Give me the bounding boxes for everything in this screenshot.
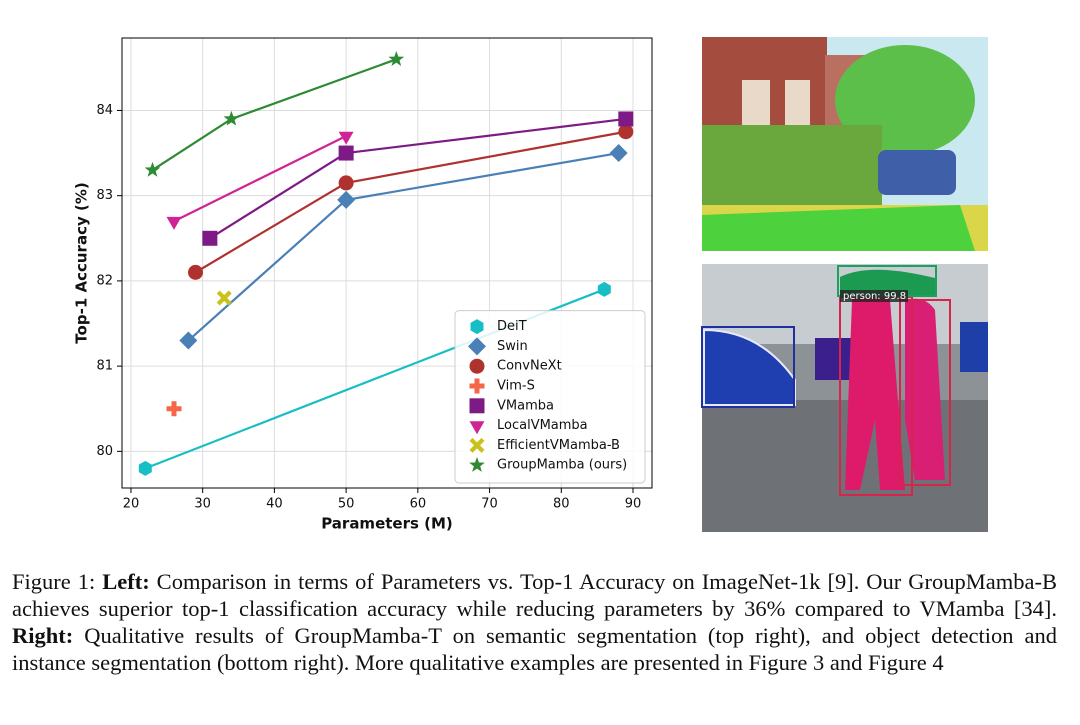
y-tick-label: 84 [96,103,113,118]
caption: Figure 1: Left: Comparison in terms of P… [12,568,1057,676]
x-tick-label: 30 [194,497,211,512]
marker [338,145,354,161]
legend-marker [469,437,485,453]
marker [338,175,354,191]
marker [618,111,634,127]
legend-label: LocalVMamba [497,418,588,433]
marker [597,281,611,297]
marker [179,331,198,350]
x-tick-label: 50 [338,497,355,512]
series-line [173,135,347,223]
legend-marker [468,337,486,356]
y-tick-label: 82 [96,273,113,288]
x-axis-label: Parameters (M) [321,515,453,533]
legend-label: VMamba [497,398,554,413]
marker [166,401,182,417]
legend-marker [469,421,485,435]
x-tick-label: 60 [410,497,427,512]
marker [338,131,354,145]
legend-marker [469,358,485,374]
legend-marker [469,398,485,414]
legend-label: DeiT [497,319,527,334]
marker [618,124,634,140]
x-tick-label: 90 [625,497,642,512]
marker [166,216,182,230]
x-tick-label: 70 [481,497,498,512]
segmentation-image [702,37,988,251]
marker [388,51,405,66]
marker [609,144,628,163]
y-tick-label: 83 [96,188,113,203]
marker [223,110,240,126]
legend-marker [470,319,484,335]
marker [138,460,152,476]
marker [188,264,204,280]
y-tick-label: 81 [96,359,113,374]
legend-marker [469,378,485,394]
caption-bold: Left: [102,569,150,594]
caption-text: Figure 1: [12,569,103,594]
legend-label: ConvNeXt [497,359,562,374]
x-tick-label: 20 [123,497,140,512]
legend-box [454,310,646,484]
legend-label: EfficientVMamba-B [497,438,620,453]
legend-marker [469,456,485,472]
plot-frame [121,37,653,489]
legend-label: GroupMamba (ours) [497,458,627,473]
legend-label: Swin [497,339,528,354]
marker [337,190,356,209]
marker [144,161,161,177]
detection-label: person: 99.8 [843,291,906,302]
figure: person: 99.8 80 81 82 83 84 20 30 40 50 60 70 80 90 P… [73,37,988,533]
caption-text: Comparison in terms of Parameters vs. To… [12,569,1057,621]
legend-label: Vim-S [497,379,535,394]
x-tick-label: 80 [553,497,570,512]
y-tick-label: 80 [96,444,113,459]
x-tick-label: 40 [266,497,283,512]
y-axis-label: Top-1 Accuracy (%) [73,182,91,343]
marker [216,290,232,306]
detection-image: person: 99.8 [701,264,988,532]
marker [202,230,218,246]
caption-bold: Right: [12,623,74,648]
caption-text: Qualitative results of GroupMamba-T on s… [12,623,1057,675]
